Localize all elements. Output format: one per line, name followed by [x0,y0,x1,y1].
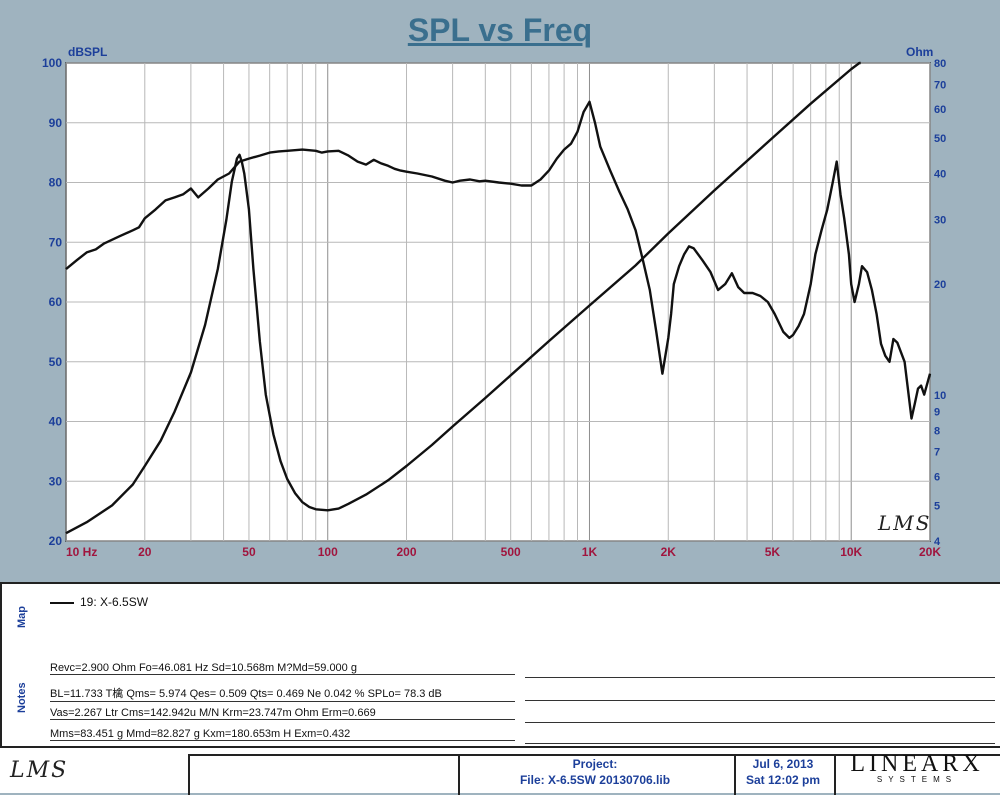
y2-tick-label: 50 [934,133,946,145]
project-info: Project: File: X-6.5SW 20130706.lib [460,756,730,788]
footer-blank-cell [188,754,460,795]
x-tick-label: 500 [501,545,521,559]
spl-chart: 10 Hz 20 50 100 200 500 1K 2K 5K 10K 20K2030405060… [42,56,946,559]
date-info: Jul 6, 2013 Sat 12:02 pm [738,756,828,788]
x-tick-label: 200 [397,545,417,559]
date-text: Jul 6, 2013 [752,757,814,771]
legend-entry: 19: X-6.5SW [80,595,149,609]
x-tick-label: 2K [661,545,677,559]
y-tick-label: 30 [49,474,63,488]
brand-sub: SYSTEMS [876,775,958,784]
linearx-logo: LINEARX SYSTEMS [842,751,992,785]
brand-name: LINEARX [850,751,984,777]
y2-tick-label: 80 [934,58,946,70]
y2-tick-label: 9 [934,407,940,419]
notes-label: Notes [0,650,42,746]
spl-curve [65,100,932,420]
y2-tick-label: 70 [934,79,946,91]
impedance-curve [65,61,861,535]
y-tick-label: 50 [49,355,63,369]
map-label: Map [0,584,42,650]
legend-panel: Map 19: X-6.5SW [0,582,1000,652]
note-line-2: BL=11.733 T檎 Qms= 5.974 Qes= 0.509 Qts= … [50,685,515,702]
note-line-3: Vas=2.267 Ltr Cms=142.942u M/N Krm=23.74… [50,707,515,720]
chart-title: SPL vs Freq [407,12,593,48]
y2-tick-label: 8 [934,425,940,437]
time-text: Sat 12:02 pm [745,773,821,787]
note-line-1: Revc=2.900 Ohm Fo=46.081 Hz Sd=10.568m M… [50,662,515,675]
notes-panel: Notes Revc=2.900 Ohm Fo=46.081 Hz Sd=10.… [0,650,1000,748]
legend-line-swatch [50,602,74,604]
x-tick-label: 100 [318,545,338,559]
y-tick-label: 70 [49,235,63,249]
note-blank-4 [525,742,995,744]
footer: LMS Project: File: X-6.5SW 20130706.lib … [0,748,1000,795]
left-axis-unit: dBSPL [68,45,108,59]
right-axis-unit: Ohm [906,45,934,59]
y2-tick-label: 40 [934,169,946,181]
y2-tick-label: 20 [934,279,946,291]
x-tick-label: 1K [582,545,598,559]
footer-lms-logo: LMS [10,758,69,783]
footer-project-cell [458,754,736,795]
y-tick-label: 100 [42,56,62,70]
y2-tick-label: 10 [934,390,946,402]
x-tick-label: 50 [242,545,256,559]
note-blank-1 [525,676,995,678]
y2-tick-label: 60 [934,104,946,116]
x-tick-label: 10 Hz [66,545,97,559]
x-tick-label: 10K [840,545,862,559]
y-tick-label: 20 [49,534,63,548]
note-line-4: Mms=83.451 g Mmd=82.827 g Kxm=180.653m H… [50,728,515,741]
y2-tick-label: 7 [934,447,940,459]
y-tick-label: 90 [49,116,63,130]
y-tick-label: 60 [49,295,63,309]
y-tick-label: 80 [49,176,63,190]
project-label: Project: [572,757,618,771]
y-tick-label: 40 [49,415,63,429]
note-blank-3 [525,721,995,723]
y2-tick-label: 6 [934,471,940,483]
y2-tick-label: 30 [934,215,946,227]
note-blank-2 [525,699,995,701]
x-tick-label: 20K [919,545,941,559]
x-tick-label: 5K [765,545,781,559]
y2-tick-label: 4 [934,536,941,548]
x-tick-label: 20 [138,545,152,559]
y2-tick-label: 5 [934,500,940,512]
footer-date-cell [734,754,836,795]
footer-brand-cell [834,754,1000,795]
project-file: File: X-6.5SW 20130706.lib [519,773,671,787]
lms-watermark: LMS [877,511,931,535]
